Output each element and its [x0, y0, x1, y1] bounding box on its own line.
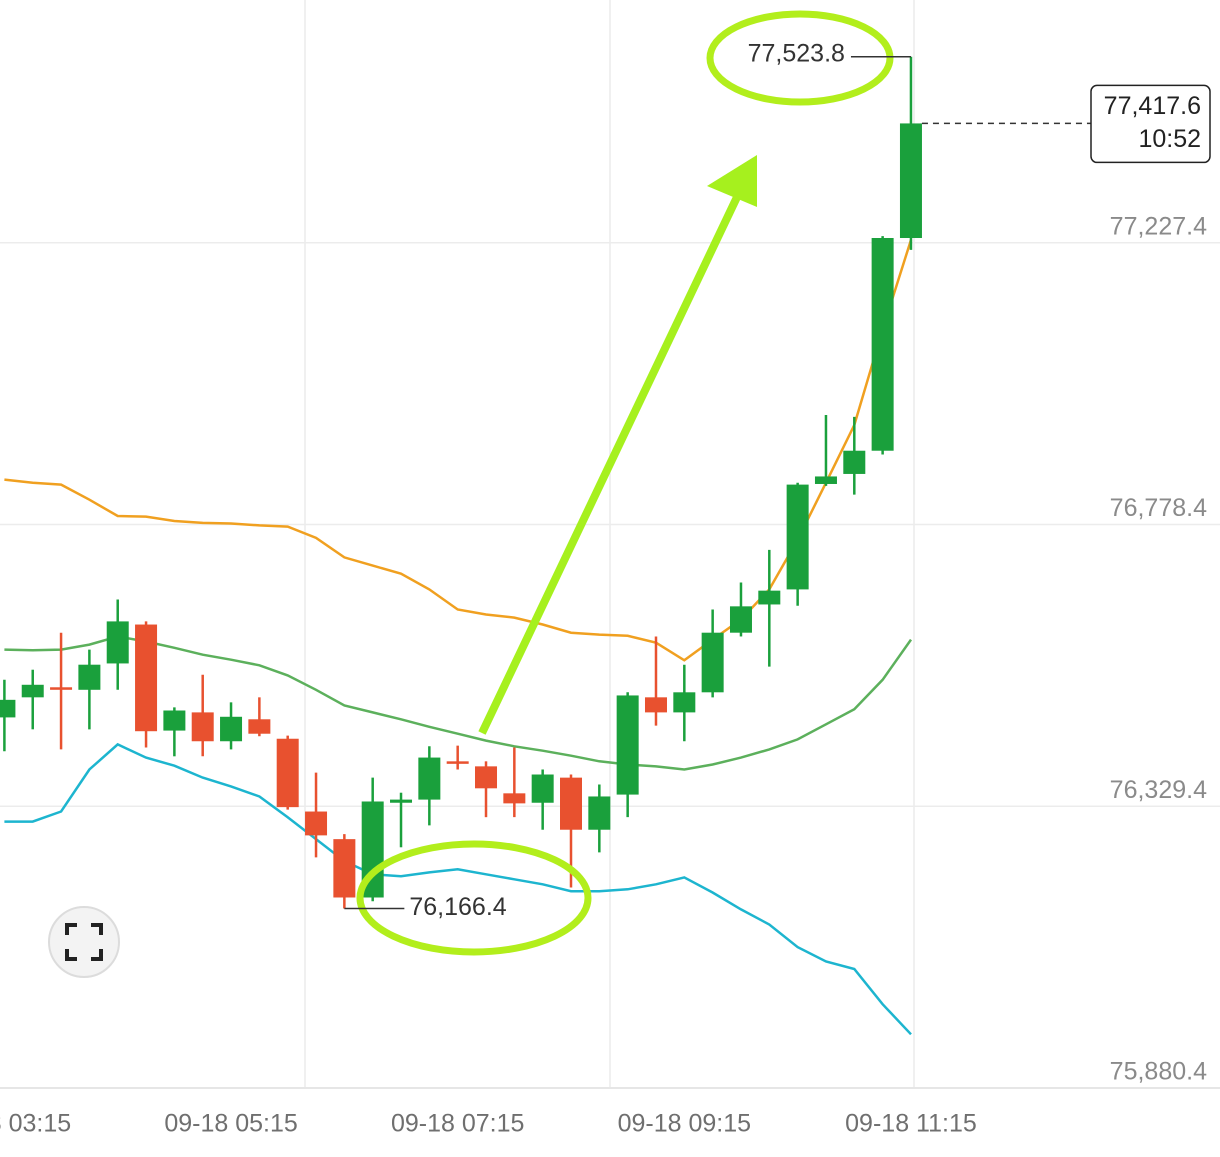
band-line: [4, 742, 912, 1036]
y-tick-label: 76,329.4: [1110, 776, 1207, 804]
candle: [814, 414, 837, 486]
candle-body: [333, 839, 356, 898]
candle-body: [248, 719, 271, 734]
candle-body: [361, 801, 384, 898]
candle-body: [135, 624, 158, 732]
candle-body: [729, 606, 752, 633]
candle: [361, 777, 384, 902]
candle: [333, 834, 356, 909]
candle-body: [106, 621, 129, 664]
candle: [21, 669, 44, 730]
candle-body: [503, 793, 526, 804]
arrow-head: [707, 155, 757, 207]
candle-body: [50, 687, 73, 690]
x-tick-label: 09-18 03:15: [0, 1110, 71, 1138]
candle-body: [843, 450, 866, 474]
countdown-label: 10:52: [1138, 125, 1201, 153]
candle: [503, 747, 526, 818]
candle: [644, 636, 667, 726]
candle-body: [390, 799, 413, 803]
candle: [418, 746, 441, 826]
candle: [899, 56, 922, 250]
candle-body: [560, 777, 582, 830]
candle-body: [588, 796, 611, 830]
y-tick-label: 76,778.4: [1110, 494, 1207, 522]
candle-body: [78, 664, 101, 690]
candle: [729, 582, 752, 637]
candle-body: [673, 692, 696, 713]
candle-body: [276, 738, 299, 808]
candle-body: [871, 238, 894, 451]
candle: [248, 697, 271, 737]
candle: [50, 632, 73, 750]
candle-body: [899, 123, 922, 239]
candle-body: [446, 761, 469, 764]
annotations: 77,523.8 76,166.4 77,417.6 10:52: [344, 10, 1211, 956]
candle-body: [644, 697, 667, 713]
candle-body: [531, 774, 554, 803]
candle-body: [786, 484, 809, 590]
candle-body: [163, 710, 186, 731]
candle: [220, 702, 243, 750]
highlight-ellipse: [706, 10, 894, 106]
candle-body: [21, 684, 44, 698]
candle: [0, 679, 16, 752]
candle: [531, 769, 554, 830]
candle-body: [305, 811, 328, 836]
candle: [758, 549, 781, 667]
x-tick-label: 09-18 05:15: [164, 1110, 297, 1138]
candle-body: [701, 632, 724, 693]
candle: [701, 609, 724, 698]
candle: [588, 784, 611, 853]
button-bg[interactable]: [48, 906, 120, 978]
candle-body: [418, 757, 441, 800]
y-tick-label: 75,880.4: [1110, 1058, 1207, 1086]
candle-body: [191, 712, 214, 742]
fullscreen-icon[interactable]: [65, 923, 103, 961]
candle-body: [814, 476, 837, 484]
plot: [0, 56, 922, 1036]
trend-arrow: [478, 193, 742, 735]
last-price-label: 77,417.6: [1104, 92, 1201, 120]
y-tick-label: 77,227.4: [1110, 212, 1207, 240]
candle-body: [220, 716, 243, 742]
candle: [673, 664, 696, 742]
candle-body: [475, 766, 498, 789]
x-tick-label: 09-18 07:15: [391, 1110, 524, 1138]
candle: [446, 745, 469, 770]
x-tick-label: 09-18 11:15: [845, 1110, 977, 1138]
candle: [78, 649, 101, 730]
candle-body: [616, 695, 639, 795]
last-price-box: [1090, 84, 1211, 164]
highlight-ellipse: [356, 840, 592, 956]
x-tick-label: 09-18 09:15: [618, 1110, 751, 1138]
fullscreen-button[interactable]: [48, 906, 120, 978]
candle: [871, 236, 894, 455]
grid: [0, 0, 1220, 1089]
candle: [843, 416, 866, 495]
candle-body: [758, 590, 781, 605]
candle: [191, 674, 214, 757]
candle: [163, 707, 186, 757]
candle: [135, 621, 158, 748]
candle: [475, 761, 498, 818]
candle-body: [0, 699, 16, 718]
candle: [276, 735, 299, 810]
min-label: 76,166.4: [409, 893, 506, 921]
max-label: 77,523.8: [748, 39, 845, 67]
candle: [305, 772, 328, 858]
candle: [390, 792, 413, 848]
candle: [106, 599, 129, 690]
candle: [786, 482, 809, 606]
candle: [616, 692, 639, 818]
